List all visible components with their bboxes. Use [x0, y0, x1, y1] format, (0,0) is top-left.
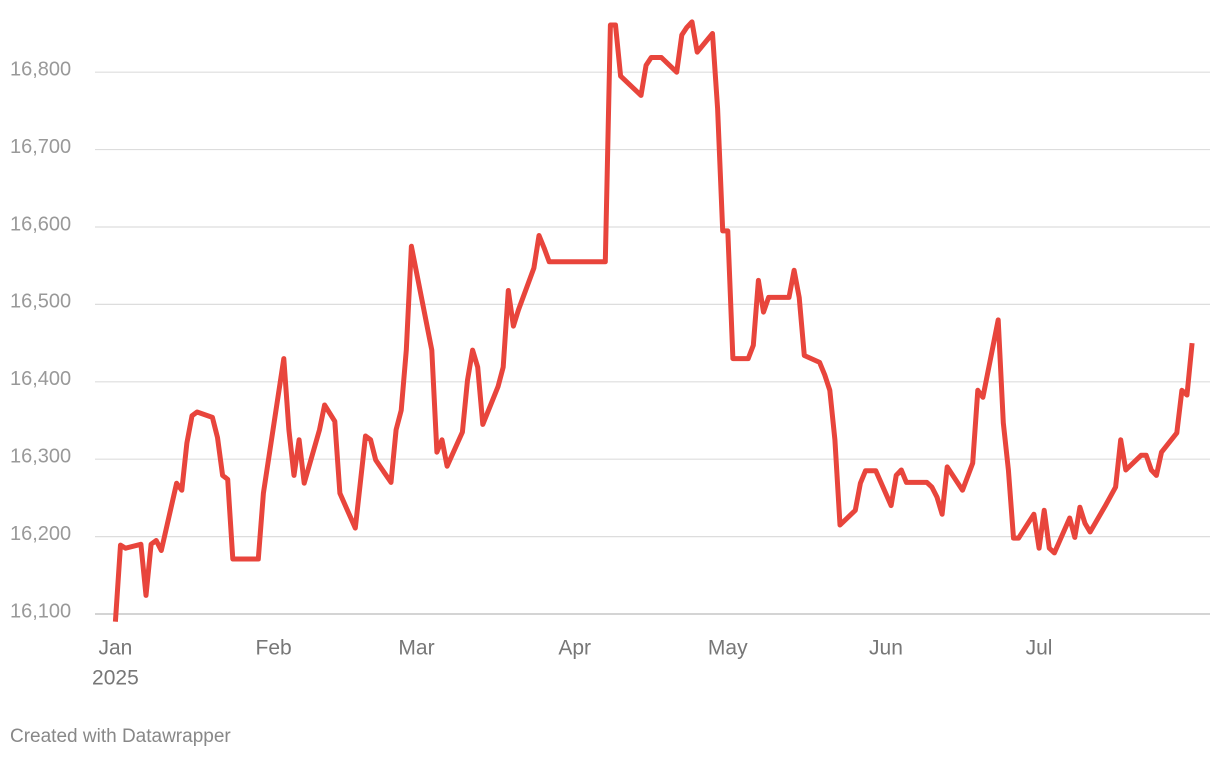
data-line	[112, 19, 1195, 622]
y-tick-label: 16,500	[10, 291, 71, 313]
x-tick-label: Jan	[98, 637, 132, 660]
y-tick-label: 16,400	[10, 368, 71, 390]
y-tick-label: 16,700	[10, 136, 71, 158]
x-tick-label: Mar	[398, 637, 434, 660]
x-year-label: 2025	[92, 667, 139, 690]
y-tick-label: 16,100	[10, 600, 71, 622]
x-tick-label: Feb	[256, 637, 292, 660]
x-tick-label: Jul	[1026, 637, 1053, 660]
y-tick-label: 16,600	[10, 213, 71, 235]
footer: Created with Datawrapper	[10, 726, 231, 747]
x-tick-label: May	[708, 637, 748, 660]
x-tick-label: Jun	[869, 637, 903, 660]
y-tick-label: 16,200	[10, 523, 71, 545]
x-tick-label: Apr	[558, 637, 591, 660]
y-tick-label: 16,800	[10, 58, 71, 80]
y-tick-label: 16,300	[10, 445, 71, 467]
